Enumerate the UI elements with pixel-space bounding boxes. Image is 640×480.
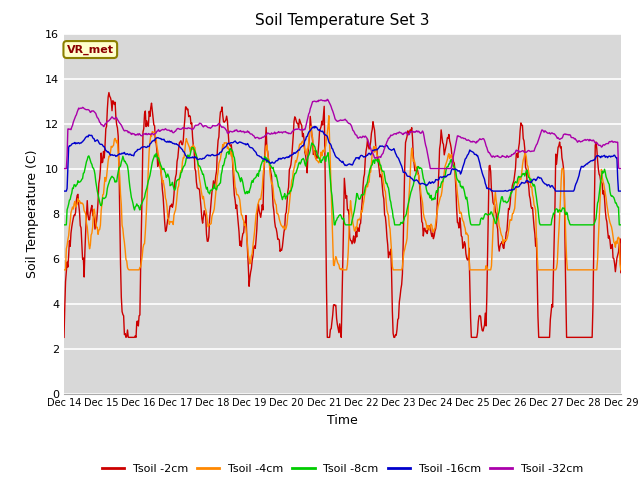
Y-axis label: Soil Temperature (C): Soil Temperature (C)	[26, 149, 40, 278]
Title: Soil Temperature Set 3: Soil Temperature Set 3	[255, 13, 429, 28]
Text: VR_met: VR_met	[67, 44, 114, 55]
X-axis label: Time: Time	[327, 414, 358, 427]
Legend: Tsoil -2cm, Tsoil -4cm, Tsoil -8cm, Tsoil -16cm, Tsoil -32cm: Tsoil -2cm, Tsoil -4cm, Tsoil -8cm, Tsoi…	[97, 459, 588, 478]
